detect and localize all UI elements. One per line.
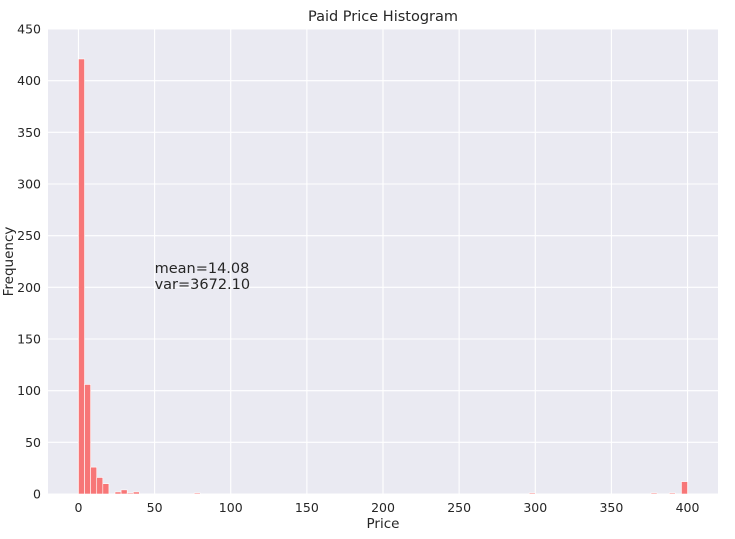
x-tick-label: 100 xyxy=(219,500,243,515)
grid-lines xyxy=(48,28,718,495)
histogram-bar xyxy=(132,491,140,495)
x-tick-label: 200 xyxy=(371,500,395,515)
histogram-bar xyxy=(102,483,110,495)
x-tick-label: 300 xyxy=(523,500,547,515)
y-tick-label: 50 xyxy=(25,435,41,450)
y-tick-label: 350 xyxy=(17,125,41,140)
histogram-bar xyxy=(84,384,91,495)
histogram-bar xyxy=(650,492,658,495)
y-tick-label: 450 xyxy=(17,22,41,37)
annotation-mean: mean=14.08 xyxy=(155,261,250,277)
y-axis-label: Frequency xyxy=(1,227,17,297)
x-tick-label: 0 xyxy=(74,500,82,515)
bars-group xyxy=(78,58,688,495)
histogram-bar xyxy=(120,489,128,495)
x-tick-label: 50 xyxy=(147,500,163,515)
y-tick-label: 250 xyxy=(17,228,41,243)
annotation-var: var=3672.10 xyxy=(155,277,251,293)
chart-title: Paid Price Histogram xyxy=(308,9,458,25)
histogram-bar xyxy=(126,492,134,495)
histogram-bar xyxy=(528,492,536,495)
histogram-bar xyxy=(681,481,688,495)
x-tick-label: 350 xyxy=(599,500,623,515)
histogram-bar xyxy=(78,58,85,495)
histogram-bar xyxy=(90,466,98,495)
histogram-bar xyxy=(114,491,122,495)
y-tick-label: 300 xyxy=(17,177,41,192)
y-tick-label: 100 xyxy=(17,383,41,398)
histogram-bar xyxy=(96,477,104,495)
x-tick-label: 250 xyxy=(447,500,471,515)
x-tick-label: 400 xyxy=(676,500,700,515)
x-tick-labels: 0 50 100 150 200 250 300 350 400 xyxy=(74,500,699,515)
x-tick-label: 150 xyxy=(295,500,319,515)
y-tick-label: 400 xyxy=(17,73,41,88)
y-tick-label: 150 xyxy=(17,332,41,347)
histogram-bar xyxy=(668,492,676,495)
y-tick-label: 200 xyxy=(17,280,41,295)
y-tick-labels: 0 50 100 150 200 250 300 350 400 450 xyxy=(17,22,41,502)
x-axis-label: Price xyxy=(367,516,400,532)
y-tick-label: 0 xyxy=(33,487,41,502)
histogram-bar xyxy=(193,492,201,495)
